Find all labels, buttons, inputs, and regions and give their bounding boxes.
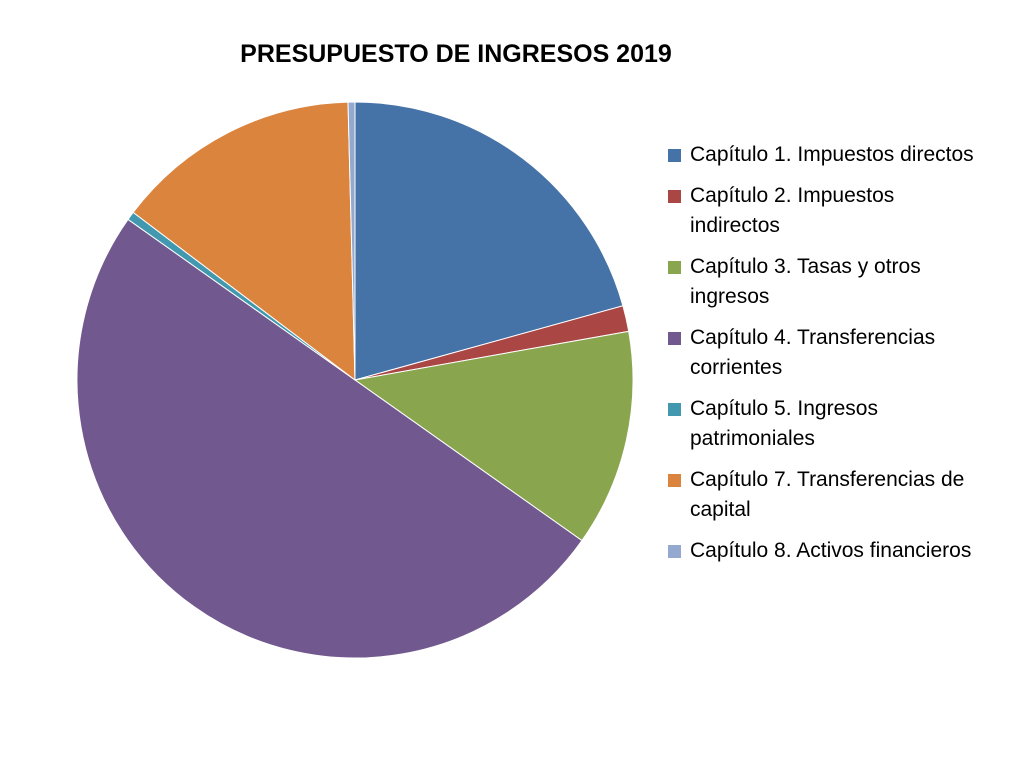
pie-slice-1 xyxy=(354,101,624,381)
legend-swatch xyxy=(668,261,681,274)
legend-item-6: Capítulo 7. Transferencias de capital xyxy=(668,465,988,525)
legend-label: Capítulo 5. Ingresos patrimoniales xyxy=(690,397,878,450)
legend-item-4: Capítulo 4. Transferencias corrientes xyxy=(668,323,988,383)
pie-slice-4 xyxy=(76,218,583,659)
legend-swatch xyxy=(668,190,681,203)
legend-item-1: Capítulo 1. Impuestos directos xyxy=(668,140,988,170)
legend-swatch xyxy=(668,474,681,487)
pie-slice-7 xyxy=(347,101,356,381)
legend-label: Capítulo 2. Impuestos indirectos xyxy=(690,184,895,237)
legend-item-3: Capítulo 3. Tasas y otros ingresos xyxy=(668,252,988,312)
legend-label: Capítulo 3. Tasas y otros ingresos xyxy=(690,255,921,308)
legend-item-5: Capítulo 5. Ingresos patrimoniales xyxy=(668,394,988,454)
pie-slice-3 xyxy=(353,330,634,542)
chart-title: PRESUPUESTO DE INGRESOS 2019 xyxy=(240,40,672,68)
legend-item-7: Capítulo 8. Activos financieros xyxy=(668,536,988,566)
legend-swatch xyxy=(668,403,681,416)
legend-label: Capítulo 8. Activos financieros xyxy=(690,539,972,562)
legend-swatch xyxy=(668,149,681,162)
legend-label: Capítulo 1. Impuestos directos xyxy=(690,143,974,166)
legend-label: Capítulo 4. Transferencias corrientes xyxy=(690,326,936,379)
legend-swatch xyxy=(668,545,681,558)
chart-legend: Capítulo 1. Impuestos directos Capítulo 2… xyxy=(668,140,988,577)
pie-slice-6 xyxy=(132,101,356,382)
legend-swatch xyxy=(668,332,681,345)
legend-label: Capítulo 7. Transferencias de capital xyxy=(690,468,965,521)
legend-item-2: Capítulo 2. Impuestos indirectos xyxy=(668,181,988,241)
